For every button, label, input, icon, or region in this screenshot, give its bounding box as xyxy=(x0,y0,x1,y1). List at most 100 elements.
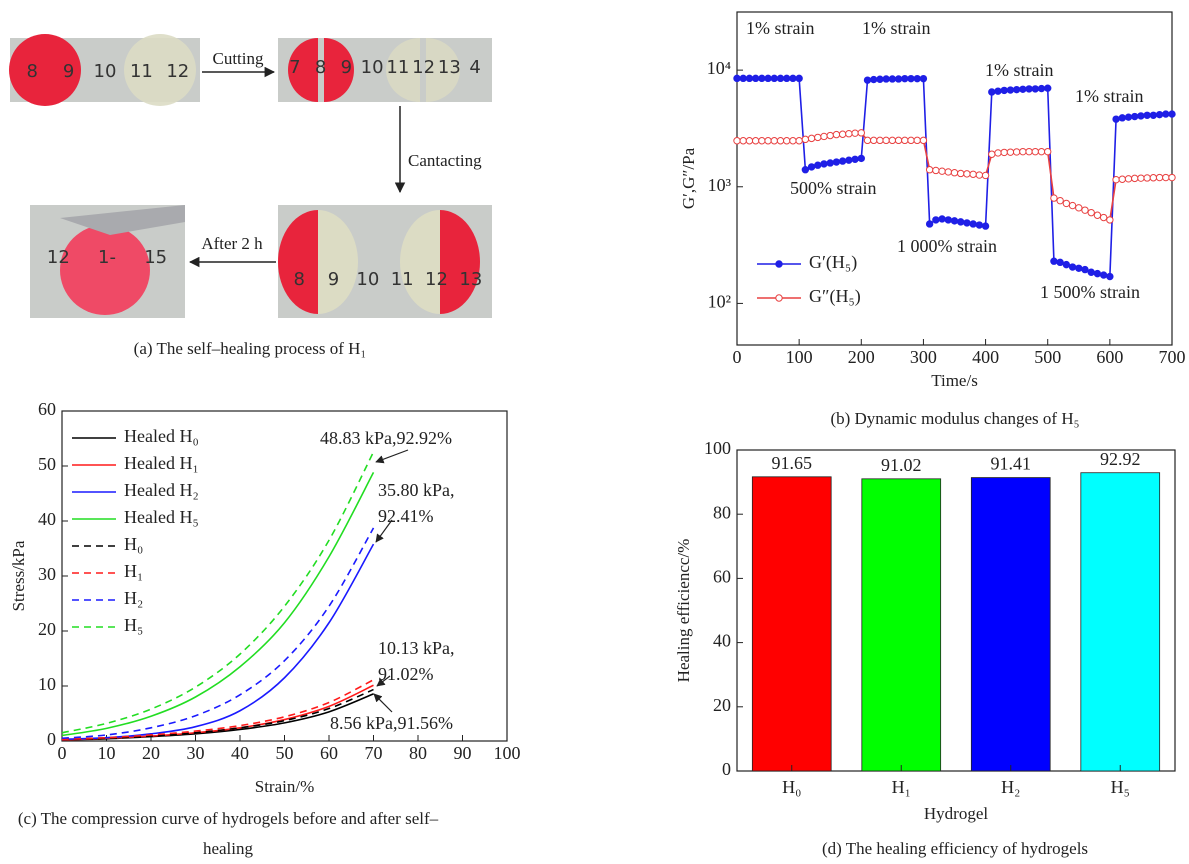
gel-half xyxy=(386,38,420,102)
x-tick-label: 700 xyxy=(1159,347,1186,367)
x-tick-label: 10 xyxy=(98,743,116,763)
legend-label: H₅ xyxy=(124,615,143,635)
y-tick-label: 60 xyxy=(38,399,56,419)
x-tick-label: 70 xyxy=(365,743,383,763)
data-point xyxy=(988,150,996,158)
data-point xyxy=(1155,173,1164,182)
ruler-number: 9 xyxy=(328,269,339,290)
arrow xyxy=(375,519,393,543)
data-point xyxy=(1143,174,1151,182)
data-point xyxy=(838,130,847,138)
x-tick-label: 400 xyxy=(972,347,999,367)
x-axis-label: Strain/% xyxy=(255,777,315,796)
data-point xyxy=(1155,110,1164,119)
data-point xyxy=(733,74,741,83)
x-tick-label: H₅ xyxy=(1111,777,1130,797)
x-axis-label: Time/s xyxy=(931,371,978,390)
data-point xyxy=(1019,147,1027,156)
y-tick-label: 10⁴ xyxy=(707,58,731,78)
x-tick-label: 0 xyxy=(58,743,67,763)
value-label: 91.65 xyxy=(772,453,813,473)
data-point xyxy=(758,74,766,83)
data-point xyxy=(919,74,928,83)
y-tick-label: 10 xyxy=(38,674,56,694)
legend-label: G″(H₅) xyxy=(809,286,861,307)
annotation: 1% strain xyxy=(985,60,1053,80)
caption: (b) Dynamic modulus changes of H₅ xyxy=(830,409,1079,428)
x-tick-label: H₂ xyxy=(1001,777,1020,797)
y-tick-label: 0 xyxy=(47,729,56,749)
data-point xyxy=(758,137,766,145)
ruler-number: 8 xyxy=(315,57,326,78)
data-point xyxy=(963,170,971,178)
annotation: 1% strain xyxy=(746,18,814,38)
data-point xyxy=(882,136,890,145)
bar xyxy=(1080,472,1161,772)
gel-clear xyxy=(124,34,196,106)
ruler-number: 13 xyxy=(438,57,461,78)
bar xyxy=(970,477,1051,772)
y-tick-label: 20 xyxy=(713,695,731,715)
data-point xyxy=(1000,148,1008,157)
bar xyxy=(861,478,942,772)
data-point xyxy=(832,158,841,166)
data-point xyxy=(1081,206,1089,214)
data-point xyxy=(863,76,872,84)
data-point xyxy=(1087,208,1095,217)
data-point xyxy=(764,74,772,83)
series-line xyxy=(61,679,374,741)
data-point xyxy=(770,74,778,83)
bar xyxy=(751,476,832,772)
data-point xyxy=(851,129,859,137)
data-point xyxy=(1106,272,1114,281)
legend-label: Healed H₁ xyxy=(124,453,199,473)
data-point xyxy=(1093,269,1102,278)
data-point xyxy=(764,137,772,145)
data-point xyxy=(751,137,760,145)
data-point xyxy=(826,159,834,167)
data-point xyxy=(1143,111,1151,119)
data-point xyxy=(1068,201,1077,210)
x-tick-label: 300 xyxy=(910,347,937,367)
data-point xyxy=(1037,84,1046,93)
data-point xyxy=(882,75,890,83)
data-point xyxy=(932,166,940,175)
data-point xyxy=(925,220,934,228)
data-point xyxy=(1025,147,1033,156)
series-line xyxy=(61,527,375,740)
x-tick-label: 200 xyxy=(848,347,875,367)
data-point xyxy=(913,136,921,145)
chart: 0 20 40 60 80 100 Hydrogel Healing efficiencc/%… xyxy=(674,438,1176,858)
data-point xyxy=(845,156,853,164)
legend-label: H₁ xyxy=(124,561,143,581)
data-point xyxy=(1025,85,1033,93)
data-point xyxy=(876,136,884,145)
caption: (a) The self–healing process of H₁ xyxy=(134,339,367,358)
data-point xyxy=(1149,111,1158,119)
x-tick-label: 50 xyxy=(276,743,294,763)
data-point xyxy=(845,130,853,138)
ruler-number: 4 xyxy=(469,57,480,78)
data-point xyxy=(1168,110,1176,118)
annotation: 1% strain xyxy=(862,18,930,38)
data-point xyxy=(907,74,915,83)
annotation: 91.02% xyxy=(378,664,434,684)
data-point xyxy=(783,137,791,145)
data-point xyxy=(901,136,909,145)
ruler-number: 10 xyxy=(361,57,384,78)
y-axis-label: Healing efficiencc/% xyxy=(674,539,693,683)
data-point xyxy=(789,137,797,145)
y-tick-label: 40 xyxy=(713,631,731,651)
data-point xyxy=(770,137,778,145)
photo-panel: Cutting Cantacting After 2 h (a) The sel… xyxy=(9,34,492,358)
data-point xyxy=(957,218,965,226)
value-label: 91.02 xyxy=(881,455,922,475)
y-tick-label: 0 xyxy=(722,759,731,779)
ruler-number: 10 xyxy=(356,269,379,290)
gel-half xyxy=(324,38,354,102)
annotation: 35.80 kPa, xyxy=(378,480,455,500)
data-point xyxy=(925,166,934,174)
gel-half xyxy=(288,38,318,102)
ruler-number: 12 xyxy=(425,269,448,290)
data-point xyxy=(907,136,915,145)
